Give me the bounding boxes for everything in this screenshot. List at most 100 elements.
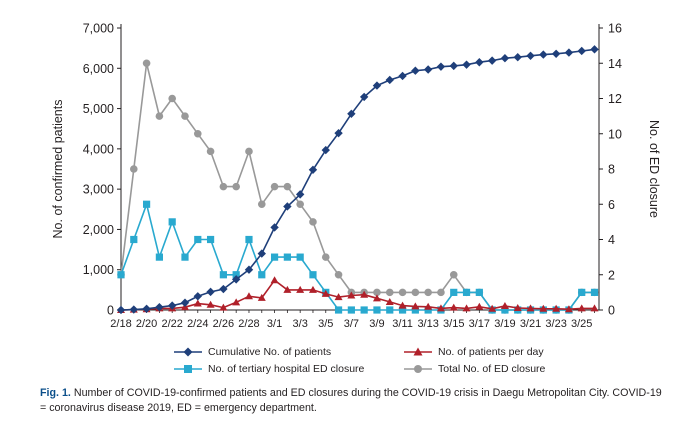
data-point-square: [373, 306, 381, 314]
data-point-square: [194, 235, 202, 244]
series-line-square: [120, 201, 595, 311]
data-point-circle: [373, 288, 381, 297]
x-tick-label: 3/1: [267, 318, 282, 330]
data-point-square: [590, 288, 599, 296]
data-point-circle: [193, 129, 202, 138]
data-point-square: [309, 271, 317, 279]
data-point-triangle: [488, 304, 497, 312]
data-point-diamond: [359, 92, 369, 102]
data-point-diamond: [551, 49, 561, 58]
data-point-triangle: [257, 293, 266, 301]
data-point-triangle: [436, 304, 445, 312]
data-point-diamond: [398, 71, 407, 81]
data-point-diamond: [180, 298, 190, 307]
data-point-diamond: [270, 223, 279, 232]
left-tick-label: 6,000: [83, 62, 114, 76]
x-tick-label: 2/20: [136, 318, 157, 330]
x-tick-label: 2/18: [110, 318, 131, 330]
right-tick-label: 0: [608, 304, 615, 318]
data-point-triangle: [526, 304, 535, 312]
x-tick-label: 3/23: [545, 318, 566, 330]
data-point-triangle: [219, 303, 228, 311]
data-point-square: [411, 306, 419, 314]
data-point-diamond: [231, 275, 241, 284]
data-point-triangle: [449, 303, 458, 311]
data-point-diamond: [283, 202, 292, 211]
right-tick-label: 10: [608, 127, 622, 141]
left-tick-label: 7,000: [83, 22, 114, 36]
data-point-diamond: [526, 51, 535, 60]
figure-caption: Fig. 1. Number of COVID-19-confirmed pat…: [40, 386, 670, 416]
data-point-diamond: [308, 165, 318, 175]
x-tick-label: 3/11: [392, 318, 413, 330]
legend-marker-square: [174, 365, 202, 373]
data-point-circle: [257, 200, 266, 209]
data-point-square: [232, 271, 240, 279]
data-point-triangle: [193, 299, 202, 307]
data-point-circle: [270, 182, 279, 191]
data-point-square: [117, 271, 125, 279]
data-point-circle: [411, 288, 420, 297]
data-point-triangle: [577, 304, 586, 312]
data-point-triangle: [270, 276, 279, 284]
data-point-circle: [206, 147, 215, 156]
data-point-square: [219, 271, 227, 279]
series-line-triangle: [120, 279, 595, 311]
data-point-triangle: [462, 304, 471, 312]
data-point-circle: [181, 112, 189, 120]
data-point-diamond: [257, 249, 266, 258]
data-point-diamond: [449, 61, 458, 71]
data-point-square: [142, 200, 151, 208]
series-line-diamond: [120, 48, 595, 311]
legend-label-total: Total No. of ED closure: [438, 363, 546, 375]
data-point-triangle: [513, 303, 522, 311]
data-point-diamond: [244, 265, 254, 274]
figure-label: Fig. 1.: [40, 387, 71, 399]
data-point-diamond: [155, 302, 164, 312]
data-point-circle: [449, 270, 458, 279]
data-point-diamond: [385, 75, 394, 85]
x-tick-label: 2/26: [213, 318, 234, 330]
left-axis-title: No. of confirmed patients: [51, 100, 65, 239]
data-point-diamond: [334, 128, 343, 138]
legend-marker-circle: [404, 365, 432, 373]
data-point-square: [168, 218, 176, 226]
data-point-triangle: [590, 304, 599, 312]
data-point-circle: [245, 147, 253, 156]
data-point-square: [283, 253, 291, 261]
data-point-square: [206, 235, 215, 244]
data-point-square: [270, 253, 279, 261]
data-point-square: [296, 253, 304, 261]
data-point-diamond: [539, 50, 548, 59]
data-point-triangle: [564, 305, 573, 313]
data-point-circle: [232, 182, 240, 191]
left-tick-label: 5,000: [83, 102, 114, 116]
legend-label-cumulative: Cumulative No. of patients: [208, 346, 332, 358]
data-point-triangle: [283, 285, 292, 293]
data-point-diamond: [436, 62, 446, 71]
data-point-square: [130, 235, 138, 244]
x-tick-label: 2/22: [161, 318, 182, 330]
data-point-triangle: [411, 302, 420, 310]
data-point-diamond: [577, 46, 586, 56]
data-point-diamond: [423, 65, 433, 74]
data-point-triangle: [500, 301, 509, 309]
right-tick-label: 8: [608, 163, 615, 177]
data-point-square: [245, 235, 253, 244]
data-point-square: [501, 306, 509, 314]
data-point-circle: [398, 288, 407, 297]
data-point-square: [334, 306, 343, 314]
data-point-triangle: [398, 301, 407, 309]
data-point-triangle: [539, 304, 548, 312]
data-point-diamond: [487, 56, 497, 65]
data-point-triangle: [206, 300, 215, 308]
series-line-circle: [120, 63, 595, 311]
x-tick-label: 3/25: [571, 318, 592, 330]
data-point-diamond: [411, 66, 420, 75]
chart: 0 1,000 2,000 3,000 4,000 5,000 6,000 7,000 0 2 4 6…: [51, 22, 661, 331]
x-tick-label: 3/5: [318, 318, 333, 330]
data-point-triangle: [296, 285, 305, 293]
data-point-diamond: [462, 60, 471, 69]
caption-text: Number of COVID-19-confirmed patients an…: [40, 387, 662, 414]
right-tick-label: 4: [608, 233, 615, 247]
